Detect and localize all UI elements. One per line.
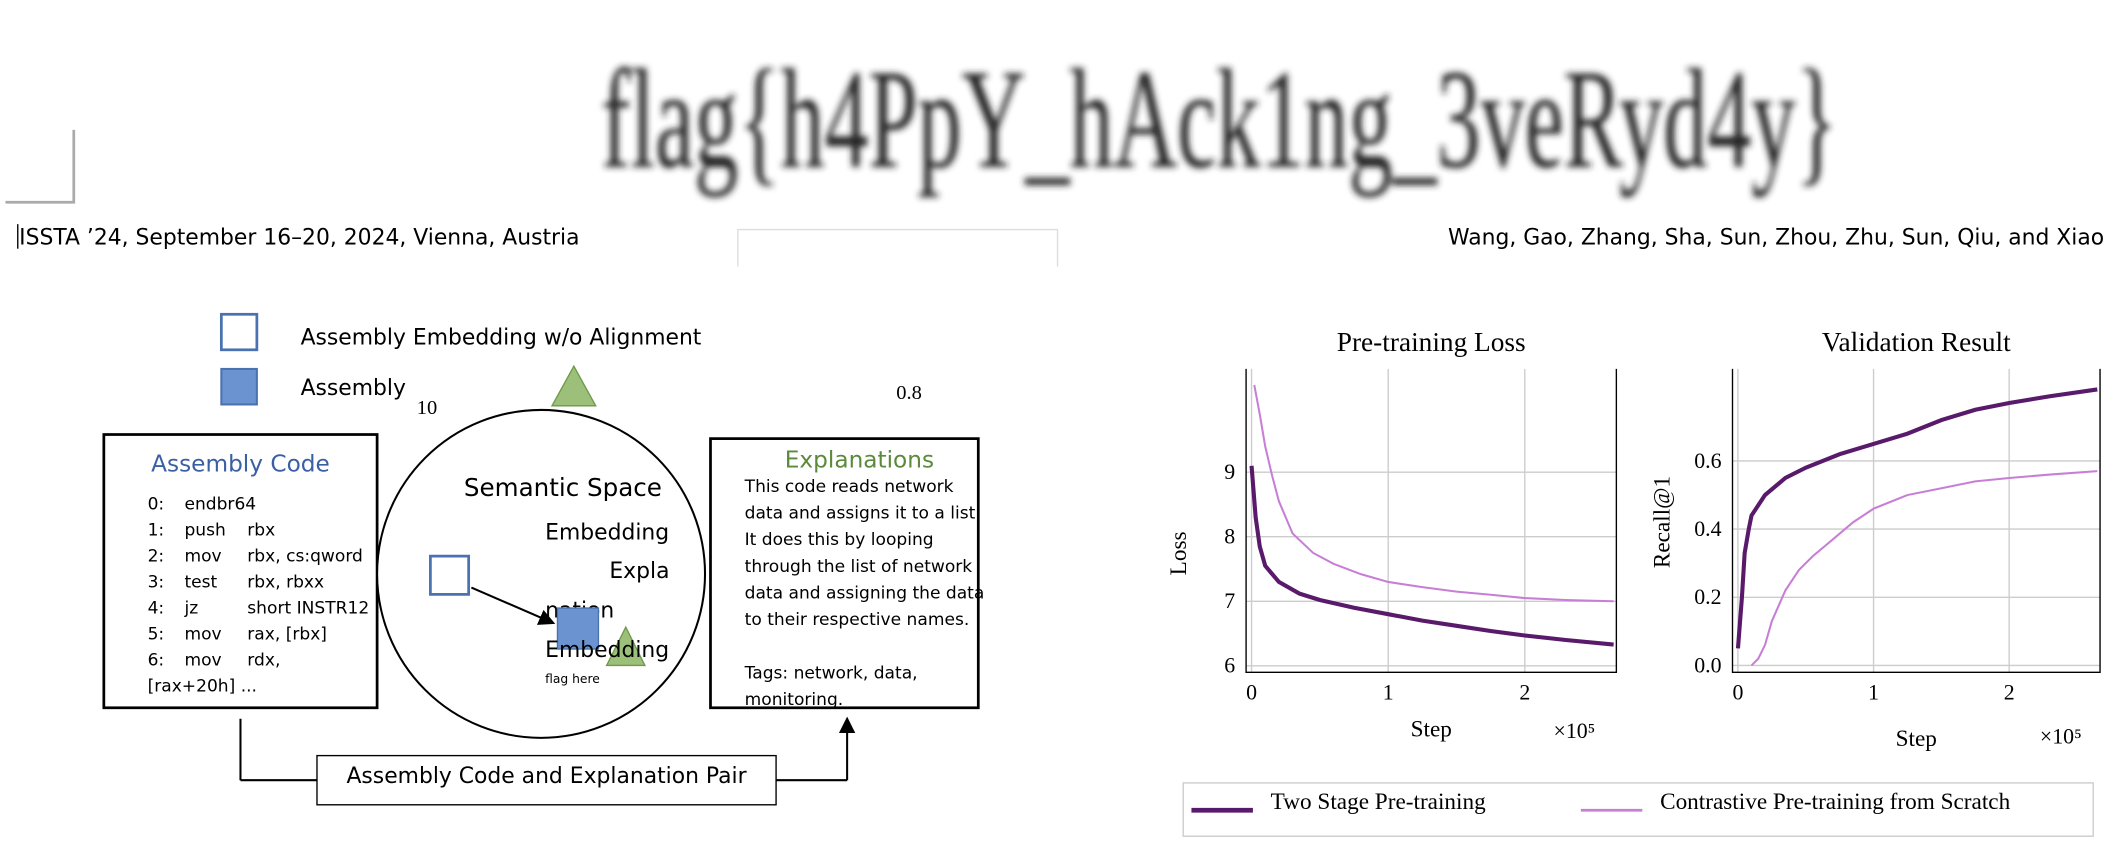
y-tick-label: 7 (1224, 589, 1235, 613)
y-tick-label: 0.2 (1694, 585, 1721, 609)
y-axis-label: Recall@1 (1650, 476, 1676, 568)
embedding-icon (429, 554, 471, 596)
embedding-icon (556, 607, 600, 650)
code-cell: 6: (148, 650, 165, 670)
space-label: Embedding (545, 521, 669, 546)
axis-spine (1731, 368, 2101, 673)
box-title: Assembly Code (151, 450, 330, 477)
space-label: Embedding (545, 638, 669, 663)
code-cell: 2: (148, 547, 165, 567)
crop-mark (5, 129, 76, 204)
axis-spine (1245, 368, 1618, 673)
pair-label: Assembly Code and Explanation Pair (346, 764, 746, 789)
x-multiplier: ×10⁵ (2040, 724, 2082, 748)
explain-line: This code reads network (744, 477, 954, 497)
explain-line: Tags: network, data, (744, 663, 918, 683)
code-cell: 3: (148, 573, 165, 593)
code-cell: mov (184, 547, 221, 567)
code-cell: [rax+20h] ... (148, 676, 257, 696)
code-cell: jz (183, 599, 198, 619)
arrow (239, 719, 847, 781)
x-tick-label: 1 (1868, 681, 1879, 705)
arrow (470, 586, 556, 625)
chart-title: Validation Result (1822, 327, 2011, 357)
code-cell: rbx, rbxx (247, 573, 324, 593)
y-tick-label: 0.6 (1694, 449, 1721, 473)
x-tick-label: 2 (2004, 681, 2015, 705)
y-tick-label: 6 (1224, 654, 1235, 678)
code-cell: mov (184, 624, 221, 644)
legend-label: Assembly (301, 376, 406, 401)
explain-line: data and assigns it to a list. (745, 504, 981, 524)
code-cell: endbr64 (184, 495, 256, 515)
legend-icon (219, 312, 259, 352)
x-tick-label: 0 (1246, 681, 1257, 705)
series-line (1253, 384, 1614, 603)
explain-line: to their respective names. (745, 610, 970, 630)
code-cell: rbx, cs:qword (247, 547, 363, 567)
code-cell: 5: (148, 624, 165, 644)
y-tick-label: 0.4 (1694, 517, 1721, 541)
authors: Wang, Gao, Zhang, Sha, Sun, Zhou, Zhu, S… (1448, 226, 2104, 251)
legend-label: Contrastive Pre-training from Scratch (1660, 789, 2011, 815)
triangle-icon (550, 364, 597, 407)
x-tick-label: 0 (1732, 681, 1743, 705)
triangle-icon (605, 625, 647, 667)
code-cell: rbx (247, 521, 275, 541)
code-cell: 0: (148, 495, 165, 515)
code-cell: rax, [rbx] (247, 624, 327, 644)
frame (737, 228, 1059, 267)
code-cell: push (184, 521, 225, 541)
x-axis-label: Step (1896, 726, 1937, 752)
space-label: Expla (609, 559, 669, 584)
x-multiplier: ×10⁵ (1554, 719, 1596, 743)
code-cell: short INSTR12 (247, 599, 369, 619)
series-line (1735, 387, 2098, 649)
code-cell: 1: (148, 521, 165, 541)
box-title: Explanations (785, 446, 934, 473)
code-cell: test (184, 573, 217, 593)
pair-box (316, 754, 777, 806)
stray-label: 10 (417, 397, 437, 419)
chart-title: Pre-training Loss (1337, 327, 1526, 357)
y-tick-label: 9 (1224, 460, 1235, 484)
x-tick-label: 1 (1383, 681, 1394, 705)
code-cell: 4: (148, 599, 165, 619)
y-tick-label: 0.0 (1694, 653, 1721, 677)
flag-note: flag here (545, 672, 600, 686)
y-axis-label: Loss (1166, 531, 1192, 575)
explain-line: It does this by looping (745, 530, 934, 550)
series-line (1249, 465, 1614, 647)
code-cell: mov (184, 650, 221, 670)
x-axis-label: Step (1411, 716, 1452, 742)
venue: ISSTA ’24, September 16–20, 2024, Vienna… (19, 226, 579, 251)
legend-label: Two Stage Pre-training (1271, 789, 1486, 815)
flag-text: flag{h4PpY_hAck1ng_3veRyd4y} (601, 40, 1838, 198)
y-tick-label: 8 (1224, 525, 1235, 549)
legend-label: Assembly Embedding w/o Alignment (301, 325, 702, 350)
code-box (102, 433, 379, 710)
series-line (1750, 470, 2098, 667)
explain-line: through the list of network (745, 557, 973, 577)
explain-line: monitoring. (745, 690, 844, 710)
x-tick-label: 2 (1519, 681, 1530, 705)
code-cell: rdx, (247, 650, 280, 670)
space-title: Semantic Space (464, 473, 662, 502)
stray-label: 0.8 (896, 382, 922, 404)
legend-icon (220, 367, 258, 406)
explain-line: data and assigning the data (745, 583, 985, 603)
